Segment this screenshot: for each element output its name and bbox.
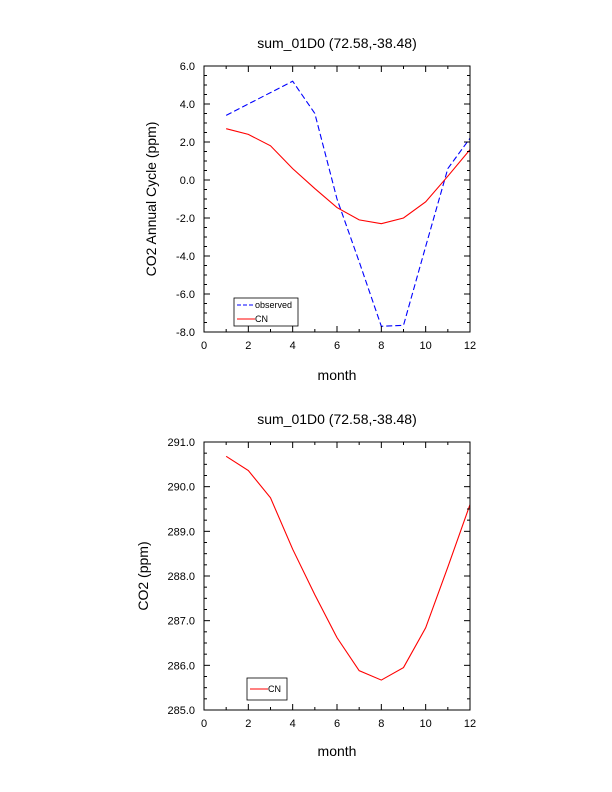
series-line-observed [225,80,471,327]
y-tick-label: 285.0 [167,705,195,717]
y-tick-label: 290.0 [167,482,195,494]
y-tick-label: 2.0 [180,137,195,149]
legend-label-cn: CN [268,684,281,694]
legend: observed CN [233,297,299,327]
y-axis-label: CO2 (ppm) [135,541,151,610]
x-tick-label: 4 [290,340,296,352]
y-tick-label: -2.0 [176,213,195,225]
x-tick-label: 8 [378,718,384,730]
x-tick-label: 0 [201,340,207,352]
y-tick-label: 6.0 [180,61,195,73]
y-tick-label: 289.0 [167,526,195,538]
x-tick-label: 4 [290,718,296,730]
chart-panel-1: sum_01D0 (72.58,-38.48) 0 2 4 6 8 10 12 6.0 4.0 2.… [143,35,476,383]
y-tick-label: -6.0 [176,289,195,301]
x-tick-label: 6 [334,340,340,352]
y-tick-label: 288.0 [167,571,195,583]
x-tick-label: 0 [201,718,207,730]
chart-title: sum_01D0 (72.58,-38.48) [257,411,417,427]
y-tick-label: -4.0 [176,251,195,263]
y-tick-label: 0.0 [180,175,195,187]
x-tick-label: 2 [245,718,251,730]
chart-title: sum_01D0 (72.58,-38.48) [257,35,417,51]
legend-box [233,297,299,327]
legend: CN [246,677,288,701]
y-tick-label: 286.0 [167,660,195,672]
x-tick-label: 10 [420,718,432,730]
x-tick-label: 10 [420,340,432,352]
x-axis-label: month [318,743,357,759]
x-axis-label: month [318,367,357,383]
x-tick-label: 8 [378,340,384,352]
x-tick-label: 6 [334,718,340,730]
y-tick-label: 291.0 [167,437,195,449]
plot-frame [203,441,471,711]
legend-label-cn: CN [255,314,268,324]
y-tick-label: 4.0 [180,99,195,111]
chart-panel-2: sum_01D0 (72.58,-38.48) 0 2 4 6 8 10 12 291.0 290… [135,411,476,759]
series-line-cn [226,128,471,225]
legend-label-observed: observed [255,300,292,310]
x-tick-label: 12 [464,718,476,730]
x-tick-label: 12 [464,340,476,352]
y-tick-label: -8.0 [176,327,195,339]
y-tick-label: 287.0 [167,616,195,628]
x-tick-label: 2 [245,340,251,352]
series-line-cn [225,455,471,681]
y-axis-label: CO2 Annual Cycle (ppm) [143,122,159,277]
